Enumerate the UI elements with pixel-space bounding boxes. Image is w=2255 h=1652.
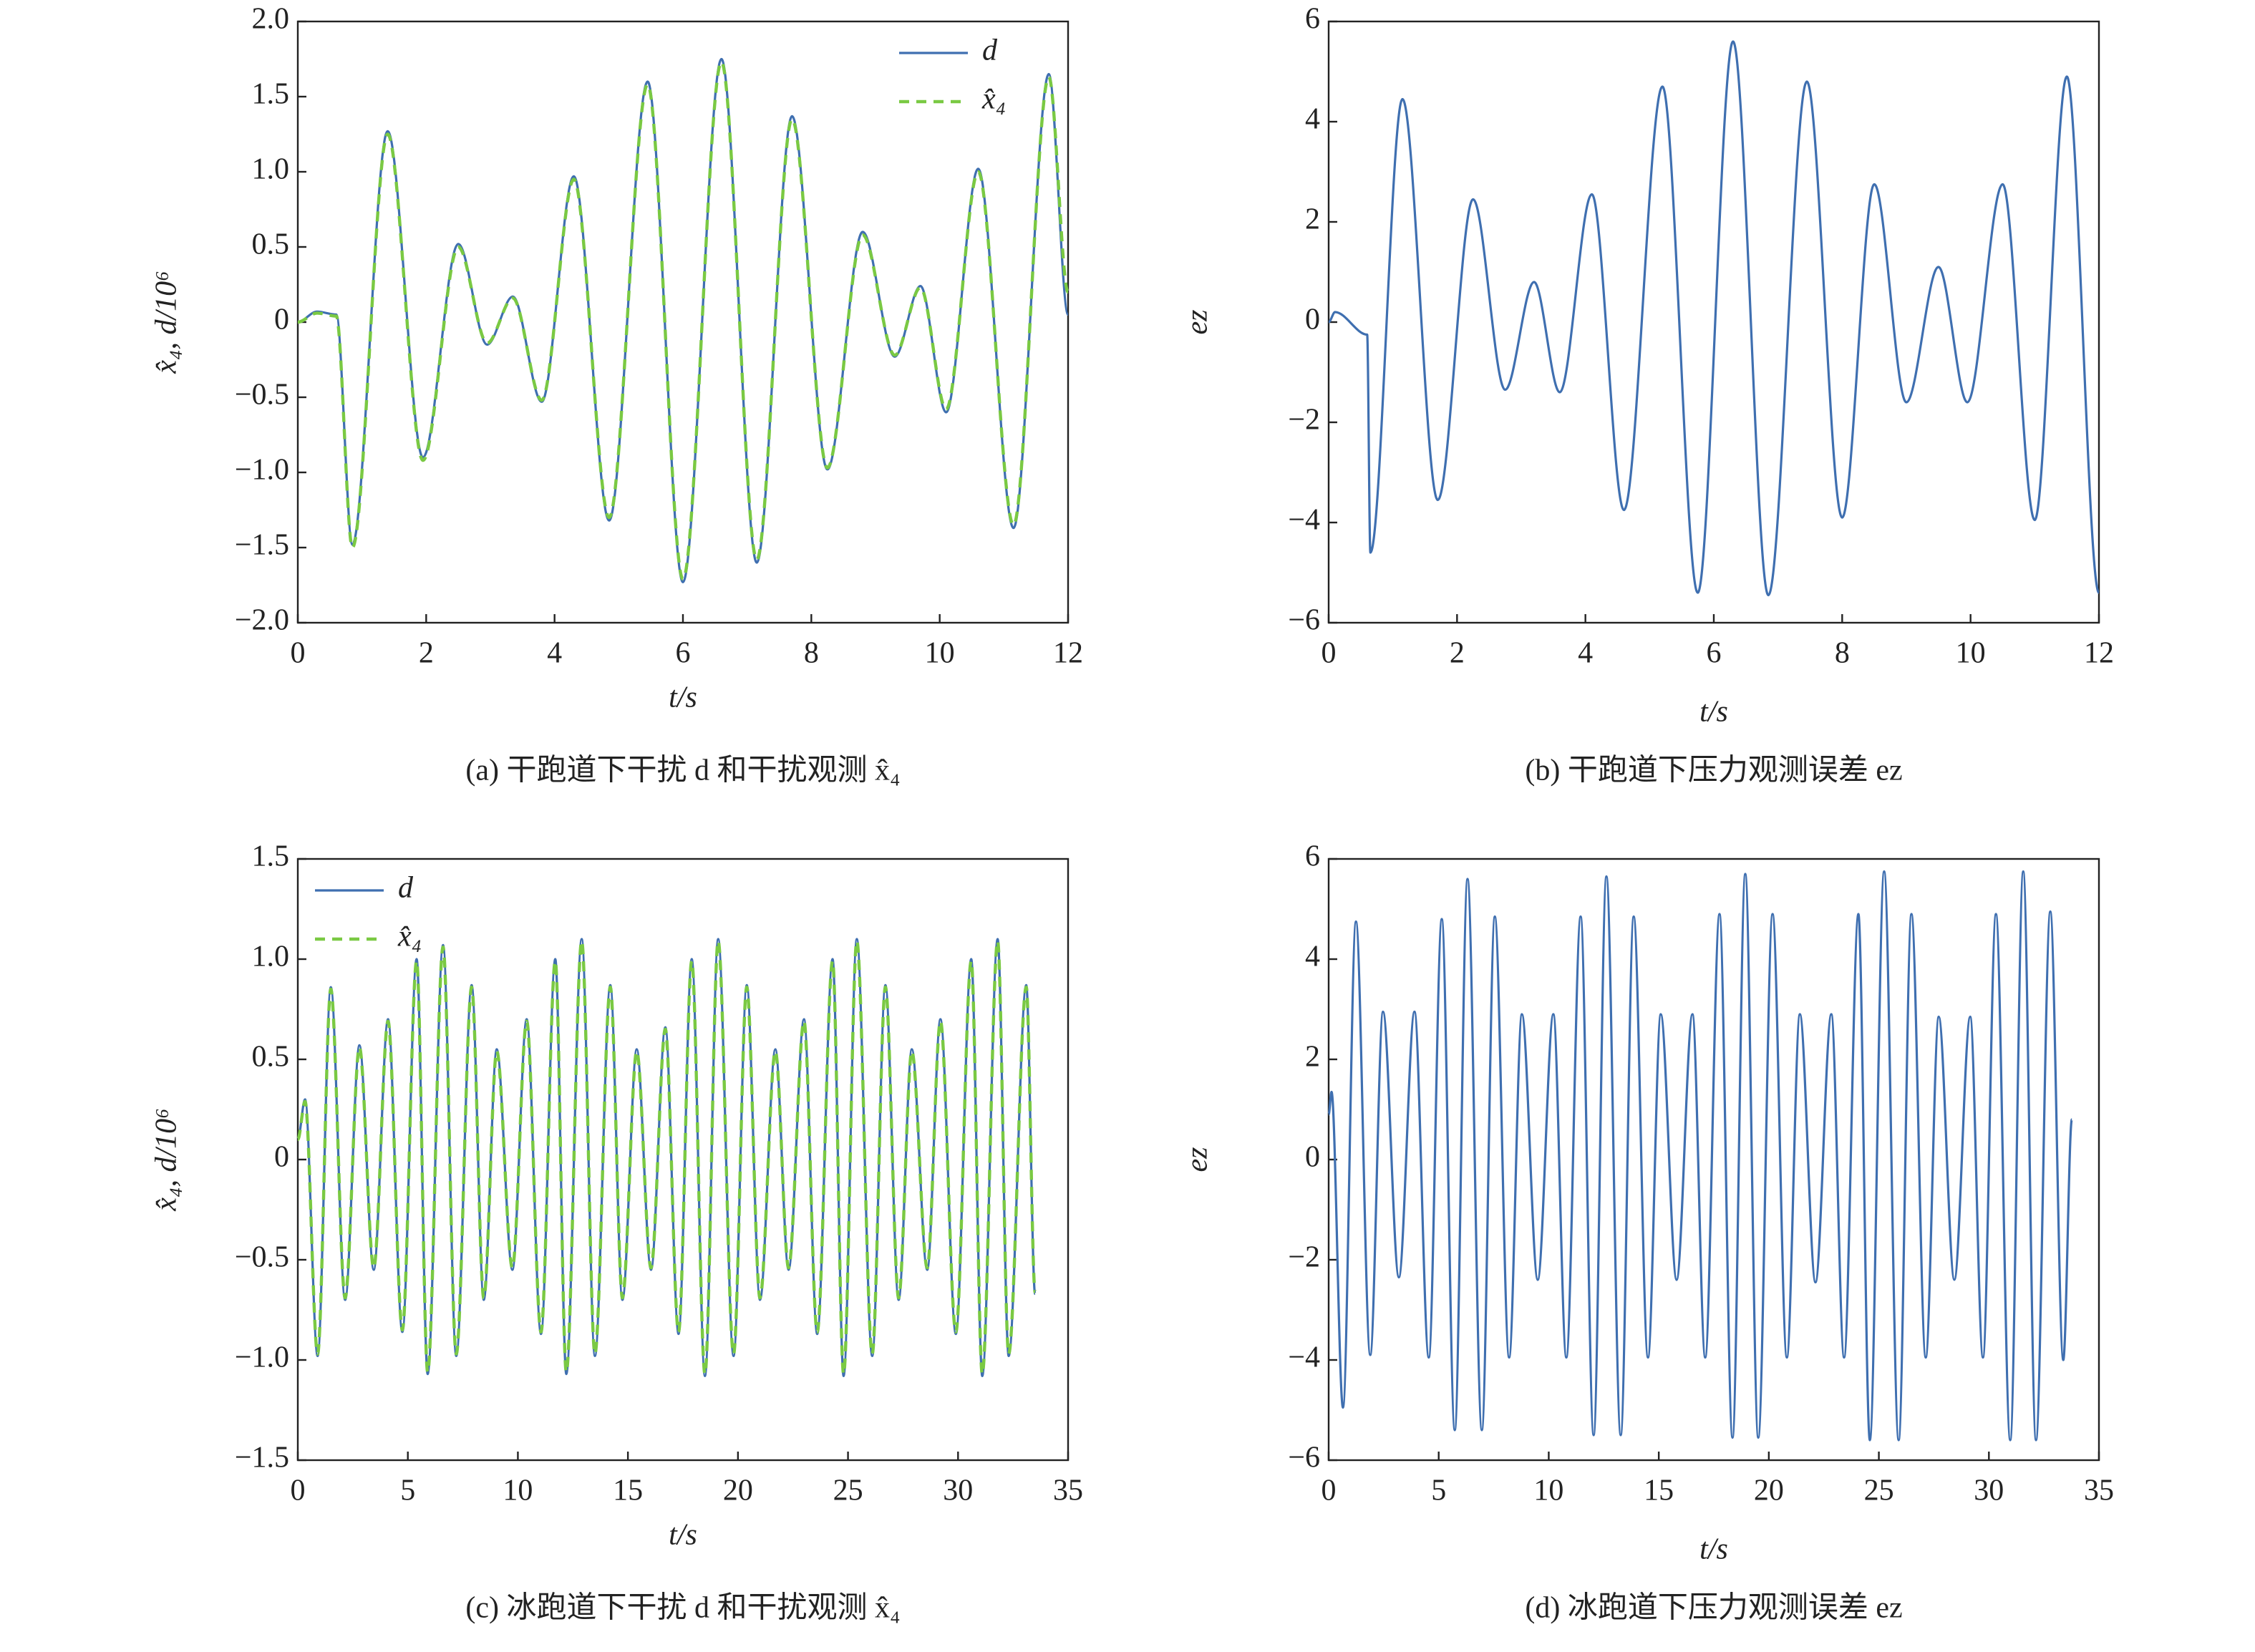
x-tick-label: 20 xyxy=(723,1474,753,1507)
plot-frame xyxy=(296,20,1070,624)
caption: (d) 冰跑道下压力观测误差 ez xyxy=(1525,1592,1902,1625)
y-tick-label: −4 xyxy=(1288,504,1320,537)
legend-label: x̂₄ xyxy=(981,83,1006,116)
data-line xyxy=(297,57,1070,583)
x-tick-label: 15 xyxy=(1644,1474,1674,1507)
y-tick-label: −1.5 xyxy=(235,529,289,562)
x-axis-label: t/s xyxy=(1699,696,1728,729)
data-line xyxy=(1328,40,2100,597)
x-tick-label: 20 xyxy=(1754,1474,1784,1507)
data-line xyxy=(296,939,1037,1376)
y-tick-label: −1.5 xyxy=(235,1442,289,1474)
y-axis-label: x̂₄, d/10⁶ xyxy=(150,1108,183,1212)
caption: (a) 干跑道下干扰 d 和干扰观测 x̂₄ xyxy=(465,754,900,787)
x-tick-label: 12 xyxy=(2084,637,2114,670)
y-tick-label: 2 xyxy=(1305,203,1320,236)
x-tick-label: 35 xyxy=(1053,1474,1083,1507)
y-tick-label: −2.0 xyxy=(235,604,289,637)
x-axis-label: t/s xyxy=(1699,1533,1728,1566)
x-tick-label: 10 xyxy=(1956,637,1986,670)
y-tick-label: 2 xyxy=(1305,1041,1320,1074)
y-tick-label: −6 xyxy=(1288,1442,1320,1474)
x-tick-label: 5 xyxy=(1431,1474,1446,1507)
data-line xyxy=(297,60,1070,581)
caption: (b) 干跑道下压力观测误差 ez xyxy=(1525,754,1902,787)
y-axis-label: ez xyxy=(1181,1147,1214,1172)
caption: (c) 冰跑道下干扰 d 和干扰观测 x̂₄ xyxy=(465,1592,900,1625)
x-tick-label: 2 xyxy=(1450,637,1465,670)
y-tick-label: 1.5 xyxy=(252,78,290,111)
x-tick-label: 30 xyxy=(1974,1474,2004,1507)
x-axis-label: t/s xyxy=(669,1519,697,1552)
y-axis-label: ez xyxy=(1181,310,1214,335)
legend-label: x̂₄ xyxy=(397,920,422,953)
y-tick-label: −0.5 xyxy=(235,379,289,412)
y-tick-label: 1.0 xyxy=(252,153,290,186)
y-tick-label: −2 xyxy=(1288,1241,1320,1274)
x-tick-label: 8 xyxy=(804,637,819,670)
y-tick-label: 0 xyxy=(274,1141,289,1174)
y-tick-label: 0 xyxy=(1305,303,1320,336)
y-tick-label: −2 xyxy=(1288,404,1320,437)
y-axis-label: x̂₄, d/10⁶ xyxy=(150,271,183,374)
x-axis-label: t/s xyxy=(669,681,697,714)
y-tick-label: −4 xyxy=(1288,1341,1320,1374)
y-tick-label: −6 xyxy=(1288,604,1320,637)
y-tick-label: 1.5 xyxy=(252,840,290,873)
x-tick-label: 15 xyxy=(613,1474,643,1507)
y-tick-label: 1.0 xyxy=(252,941,290,973)
x-tick-label: 12 xyxy=(1053,637,1083,670)
x-tick-label: 0 xyxy=(291,1474,306,1507)
x-tick-label: 0 xyxy=(1322,637,1337,670)
x-tick-label: 10 xyxy=(503,1474,533,1507)
y-tick-label: 4 xyxy=(1305,103,1320,136)
x-tick-label: 5 xyxy=(400,1474,415,1507)
x-tick-label: 10 xyxy=(1533,1474,1563,1507)
x-tick-label: 0 xyxy=(291,637,306,670)
y-tick-label: 0 xyxy=(274,303,289,336)
x-tick-label: 25 xyxy=(833,1474,863,1507)
x-tick-label: 0 xyxy=(1322,1474,1337,1507)
y-tick-label: 6 xyxy=(1305,3,1320,36)
x-tick-label: 30 xyxy=(943,1474,973,1507)
y-tick-label: 0 xyxy=(1305,1141,1320,1174)
y-tick-label: 2.0 xyxy=(252,3,290,36)
plot-frame xyxy=(1327,20,2100,624)
y-tick-label: −0.5 xyxy=(235,1241,289,1274)
y-tick-label: −1.0 xyxy=(235,454,289,487)
x-tick-label: 25 xyxy=(1864,1474,1894,1507)
x-tick-label: 2 xyxy=(419,637,434,670)
x-tick-label: 6 xyxy=(1707,637,1722,670)
data-line xyxy=(1327,870,2073,1442)
legend-label: d xyxy=(398,872,414,905)
y-tick-label: 0.5 xyxy=(252,1041,290,1074)
x-tick-label: 35 xyxy=(2084,1474,2114,1507)
x-tick-label: 4 xyxy=(1578,637,1593,670)
y-tick-label: 6 xyxy=(1305,840,1320,873)
y-tick-label: −1.0 xyxy=(235,1341,289,1374)
x-tick-label: 4 xyxy=(547,637,562,670)
x-tick-label: 8 xyxy=(1835,637,1850,670)
legend-label: d xyxy=(982,34,998,67)
y-tick-label: 0.5 xyxy=(252,228,290,261)
y-tick-label: 4 xyxy=(1305,941,1320,973)
x-tick-label: 6 xyxy=(676,637,691,670)
x-tick-label: 10 xyxy=(925,637,955,670)
